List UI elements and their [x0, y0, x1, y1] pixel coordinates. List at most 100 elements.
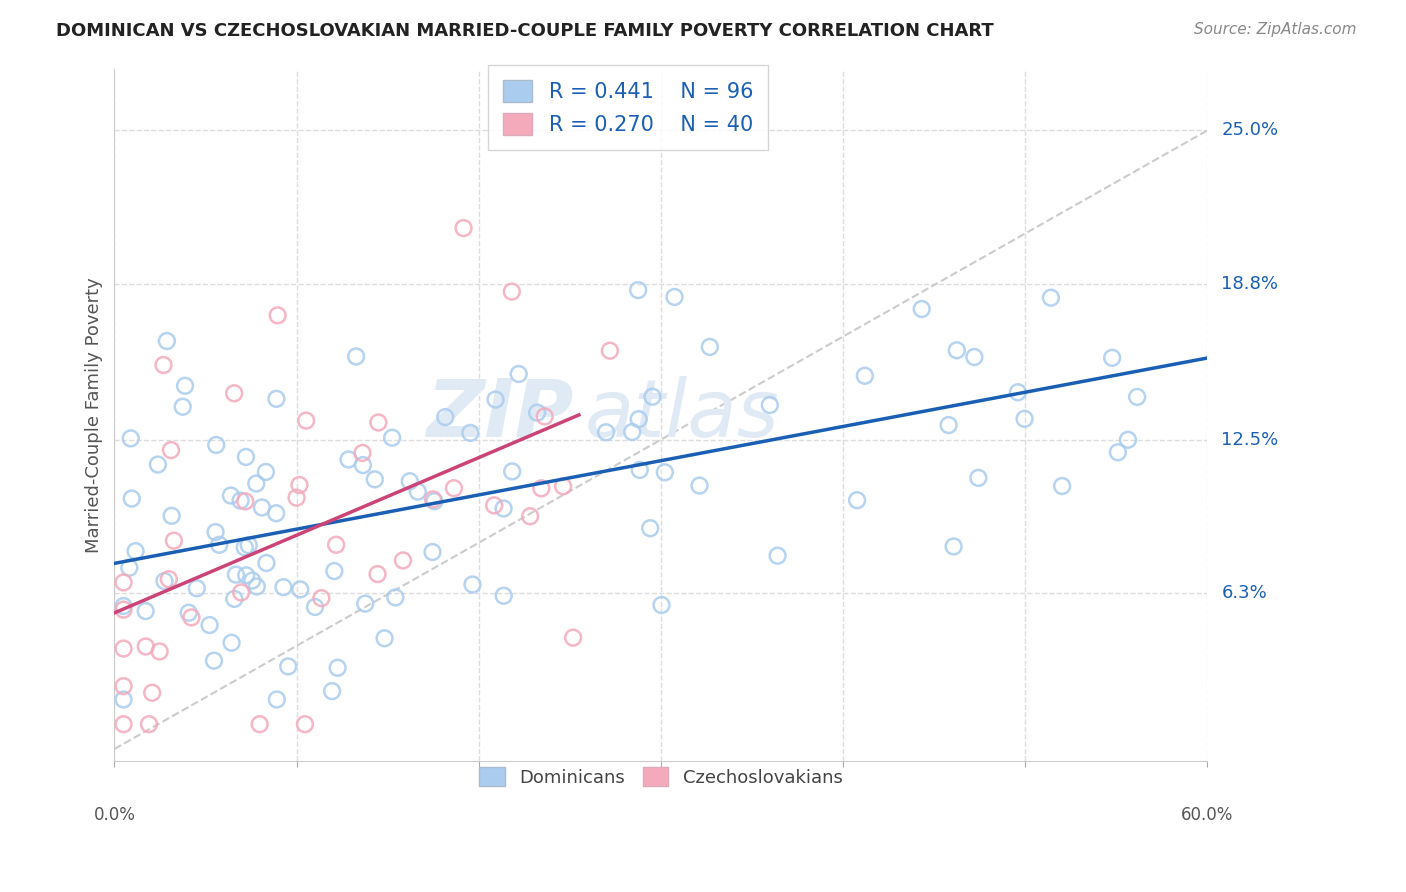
Text: 0.0%: 0.0%: [93, 805, 135, 824]
Point: [233, 494, 256, 508]
Point: [911, 301, 934, 316]
Point: [254, 556, 277, 570]
Text: 25.0%: 25.0%: [1222, 121, 1278, 139]
Point: [354, 597, 377, 611]
Point: [422, 492, 444, 507]
Text: ZIP: ZIP: [426, 376, 574, 454]
Point: [337, 452, 360, 467]
Point: [121, 491, 143, 506]
Text: 12.5%: 12.5%: [1222, 431, 1278, 449]
Point: [406, 484, 429, 499]
Point: [641, 390, 664, 404]
Point: [1050, 479, 1073, 493]
Point: [942, 540, 965, 554]
Point: [233, 541, 256, 555]
Point: [112, 679, 135, 693]
Point: [264, 506, 287, 520]
Point: [198, 618, 221, 632]
Point: [621, 425, 644, 439]
Point: [1126, 390, 1149, 404]
Point: [266, 309, 288, 323]
Point: [398, 474, 420, 488]
Point: [938, 418, 960, 433]
Point: [664, 290, 686, 304]
Text: 60.0%: 60.0%: [1181, 805, 1233, 824]
Point: [628, 463, 651, 477]
Point: [638, 521, 661, 535]
Point: [163, 533, 186, 548]
Point: [285, 491, 308, 505]
Point: [352, 446, 374, 460]
Point: [501, 285, 523, 299]
Point: [135, 604, 157, 618]
Point: [1039, 291, 1062, 305]
Point: [434, 410, 457, 425]
Text: 18.8%: 18.8%: [1222, 275, 1278, 293]
Point: [384, 591, 406, 605]
Point: [551, 479, 574, 493]
Point: [224, 386, 246, 401]
Point: [423, 494, 446, 508]
Point: [367, 567, 389, 582]
Point: [766, 549, 789, 563]
Point: [759, 398, 782, 412]
Point: [344, 350, 367, 364]
Point: [963, 350, 986, 364]
Point: [254, 465, 277, 479]
Point: [460, 425, 482, 440]
Point: [186, 581, 208, 595]
Point: [208, 538, 231, 552]
Point: [352, 458, 374, 472]
Point: [112, 602, 135, 616]
Point: [124, 544, 146, 558]
Point: [326, 661, 349, 675]
Point: [138, 717, 160, 731]
Point: [367, 416, 389, 430]
Text: Source: ZipAtlas.com: Source: ZipAtlas.com: [1194, 22, 1357, 37]
Point: [157, 572, 180, 586]
Point: [294, 717, 316, 731]
Point: [290, 582, 312, 597]
Point: [946, 343, 969, 358]
Point: [235, 450, 257, 464]
Point: [172, 400, 194, 414]
Point: [599, 343, 621, 358]
Point: [231, 585, 253, 599]
Point: [689, 478, 711, 492]
Point: [304, 599, 326, 614]
Point: [627, 283, 650, 297]
Point: [508, 367, 530, 381]
Point: [153, 574, 176, 588]
Point: [533, 409, 555, 424]
Point: [160, 443, 183, 458]
Text: DOMINICAN VS CZECHOSLOVAKIAN MARRIED-COUPLE FAMILY POVERTY CORRELATION CHART: DOMINICAN VS CZECHOSLOVAKIAN MARRIED-COU…: [56, 22, 994, 40]
Point: [135, 640, 157, 654]
Point: [562, 631, 585, 645]
Point: [224, 591, 246, 606]
Point: [323, 564, 346, 578]
Point: [266, 692, 288, 706]
Point: [484, 392, 506, 407]
Point: [277, 659, 299, 673]
Point: [118, 560, 141, 574]
Point: [453, 221, 475, 235]
Point: [325, 538, 347, 552]
Point: [311, 591, 333, 606]
Point: [160, 508, 183, 523]
Point: [492, 589, 515, 603]
Point: [288, 478, 311, 492]
Point: [364, 472, 387, 486]
Point: [295, 413, 318, 427]
Point: [482, 499, 505, 513]
Point: [202, 654, 225, 668]
Point: [112, 599, 135, 613]
Point: [526, 406, 548, 420]
Point: [1101, 351, 1123, 365]
Point: [250, 500, 273, 515]
Point: [595, 425, 617, 440]
Point: [112, 717, 135, 731]
Point: [273, 580, 295, 594]
Point: [530, 481, 553, 495]
Point: [180, 610, 202, 624]
Point: [967, 471, 990, 485]
